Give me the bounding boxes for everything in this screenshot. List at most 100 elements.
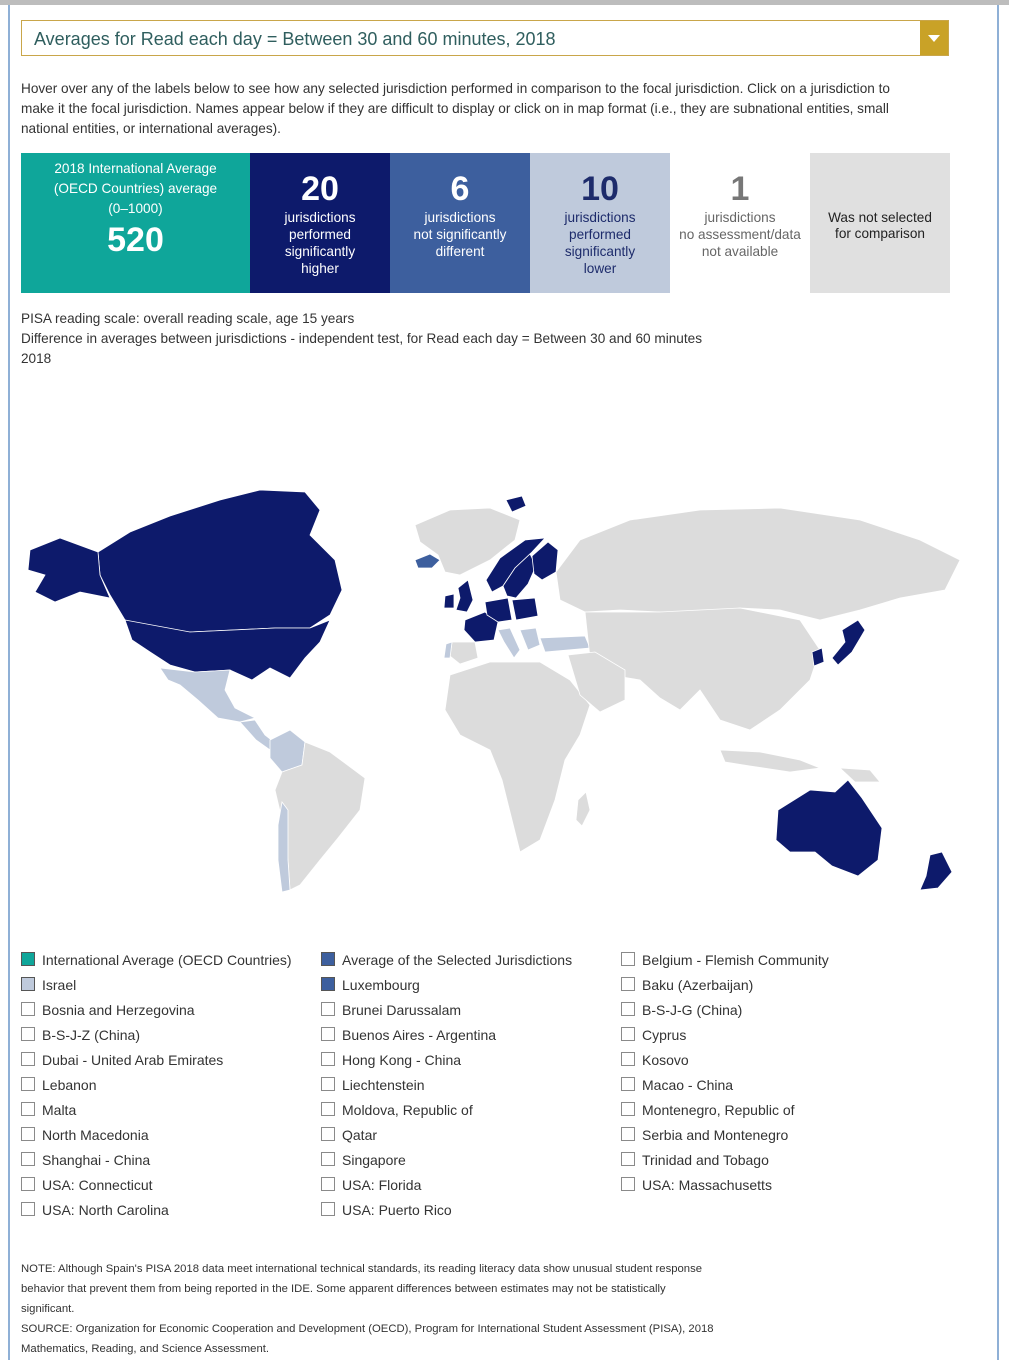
legend-checkbox[interactable] xyxy=(321,1052,335,1066)
legend-checkbox[interactable] xyxy=(321,1127,335,1141)
map-region-sweden[interactable] xyxy=(502,553,537,599)
legend-label: Luxembourg xyxy=(342,977,420,993)
map-region-united-states[interactable] xyxy=(124,619,331,681)
legend-label: Macao - China xyxy=(642,1077,734,1093)
summary-same-tile[interactable]: 6 jurisdictions not significantly differ… xyxy=(390,153,530,293)
map-region-portugal[interactable] xyxy=(443,641,453,659)
footnote: NOTE: Although Spain's PISA 2018 data me… xyxy=(21,1259,791,1359)
legend-label: Serbia and Montenegro xyxy=(642,1127,789,1143)
legend-checkbox[interactable] xyxy=(21,1127,35,1141)
legend-checkbox[interactable] xyxy=(621,1127,635,1141)
map-region-africa[interactable] xyxy=(444,661,591,853)
legend-label: USA: Massachusetts xyxy=(642,1177,772,1193)
legend-checkbox[interactable] xyxy=(21,952,35,966)
legend-label: Singapore xyxy=(342,1152,406,1168)
frame-border-left xyxy=(8,5,10,1360)
same-label-line3: different xyxy=(435,244,485,259)
map-region-alaska[interactable] xyxy=(27,537,111,603)
legend-checkbox[interactable] xyxy=(21,1177,35,1191)
map-region-papua-new-guinea[interactable] xyxy=(838,767,881,783)
legend-checkbox[interactable] xyxy=(621,1002,635,1016)
legend-checkbox[interactable] xyxy=(321,1102,335,1116)
legend-label: B-S-J-G (China) xyxy=(642,1002,743,1018)
summary-higher-tile[interactable]: 20 jurisdictions performed significantly… xyxy=(250,153,390,293)
map-region-norway[interactable] xyxy=(485,537,547,593)
lower-label-line4: lower xyxy=(583,261,617,276)
legend-checkbox[interactable] xyxy=(21,977,35,991)
map-region-poland[interactable] xyxy=(511,597,539,621)
legend-checkbox[interactable] xyxy=(621,977,635,991)
map-region-italy[interactable] xyxy=(497,627,521,659)
world-map[interactable] xyxy=(20,480,970,920)
legend-checkbox[interactable] xyxy=(21,1077,35,1091)
top-rule xyxy=(0,0,1009,5)
legend-label: Cyprus xyxy=(642,1027,687,1043)
legend-label: USA: Puerto Rico xyxy=(342,1202,452,1218)
legend-checkbox[interactable] xyxy=(621,1152,635,1166)
map-region-germany[interactable] xyxy=(484,597,513,623)
summary-not-selected-tile: Was not selected for comparison xyxy=(810,153,950,293)
map-region-middle-east[interactable] xyxy=(567,651,626,713)
legend-checkbox[interactable] xyxy=(321,1077,335,1091)
legend-checkbox[interactable] xyxy=(21,1152,35,1166)
dropdown-toggle-button[interactable] xyxy=(920,21,948,55)
map-region-greenland[interactable] xyxy=(414,507,521,576)
na-label-line3: not available xyxy=(701,244,779,259)
legend-checkbox[interactable] xyxy=(321,1027,335,1041)
map-region-mexico[interactable] xyxy=(159,667,257,723)
legend-checkbox[interactable] xyxy=(621,952,635,966)
map-region-australia[interactable] xyxy=(775,779,883,877)
map-region-canada[interactable] xyxy=(97,489,343,633)
legend-checkbox[interactable] xyxy=(621,1077,635,1091)
note-line2: behavior that prevent them from being re… xyxy=(21,1283,666,1295)
legend-checkbox[interactable] xyxy=(621,1102,635,1116)
not-selected-line1: Was not selected xyxy=(828,210,932,225)
legend-checkbox[interactable] xyxy=(621,1052,635,1066)
map-region-madagascar[interactable] xyxy=(575,791,591,827)
legend-checkbox[interactable] xyxy=(321,1202,335,1216)
legend-checkbox[interactable] xyxy=(21,1052,35,1066)
na-label-line1: jurisdictions xyxy=(704,210,776,225)
legend-checkbox[interactable] xyxy=(321,977,335,991)
legend-checkbox[interactable] xyxy=(21,1202,35,1216)
legend-checkbox[interactable] xyxy=(621,1027,635,1041)
legend-checkbox[interactable] xyxy=(321,952,335,966)
map-region-japan[interactable] xyxy=(831,619,866,666)
map-region-spain[interactable] xyxy=(449,641,479,665)
map-region-indonesia[interactable] xyxy=(719,749,822,773)
caption-test: Difference in averages between jurisdict… xyxy=(21,331,702,346)
map-region-korea[interactable] xyxy=(811,647,825,667)
legend-label: Belgium - Flemish Community xyxy=(642,952,829,968)
map-region-greece[interactable] xyxy=(519,627,541,651)
legend-checkbox[interactable] xyxy=(321,1177,335,1191)
map-region-iceland[interactable] xyxy=(414,553,441,569)
legend-checkbox[interactable] xyxy=(21,1102,35,1116)
higher-label-line1: jurisdictions xyxy=(284,210,356,225)
legend-checkbox[interactable] xyxy=(21,1027,35,1041)
legend-checkbox[interactable] xyxy=(321,1002,335,1016)
summary-na-tile[interactable]: 1 jurisdictions no assessment/data not a… xyxy=(670,153,810,293)
summary-average-tile: 2018 International Average (OECD Countri… xyxy=(21,153,250,293)
legend-checkbox[interactable] xyxy=(21,1002,35,1016)
legend-label: USA: Florida xyxy=(342,1177,422,1193)
average-label-line1: 2018 International Average xyxy=(54,161,217,176)
map-region-new-zealand[interactable] xyxy=(919,851,953,891)
legend-checkbox[interactable] xyxy=(621,1177,635,1191)
map-region-united-kingdom[interactable] xyxy=(455,579,474,613)
legend-label: Brunei Darussalam xyxy=(342,1002,462,1018)
variable-dropdown[interactable]: Averages for Read each day = Between 30 … xyxy=(21,20,949,56)
source-line2: Mathematics, Reading, and Science Assess… xyxy=(21,1343,270,1355)
map-region-france[interactable] xyxy=(463,611,499,643)
map-region-chile[interactable] xyxy=(277,801,291,893)
map-region-russia[interactable] xyxy=(555,507,961,621)
average-value: 520 xyxy=(107,221,164,259)
map-region-turkey[interactable] xyxy=(539,635,591,653)
map-region-svalbard[interactable] xyxy=(505,495,527,513)
summary-lower-tile[interactable]: 10 jurisdictions performed significantly… xyxy=(530,153,670,293)
legend-checkbox[interactable] xyxy=(321,1152,335,1166)
map-caption: PISA reading scale: overall reading scal… xyxy=(21,309,821,369)
map-region-ireland[interactable] xyxy=(443,593,455,609)
note-line1: NOTE: Although Spain's PISA 2018 data me… xyxy=(21,1263,703,1275)
chevron-down-icon xyxy=(928,35,940,42)
caption-year: 2018 xyxy=(21,351,52,366)
